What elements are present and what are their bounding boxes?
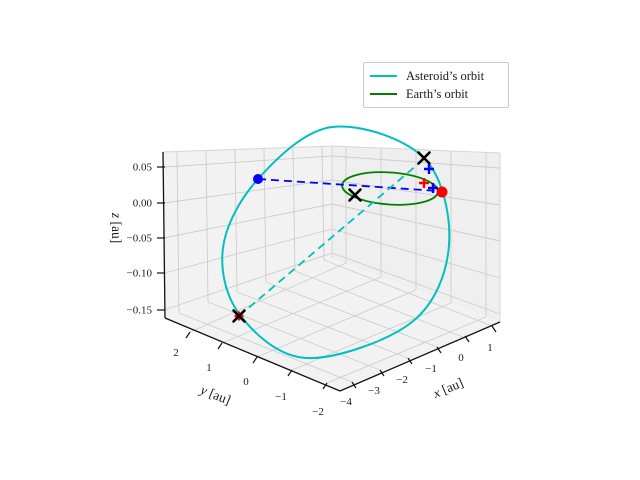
legend-item-asteroid-orbit: Asteroid’s orbit (370, 70, 502, 83)
gridline (294, 270, 464, 338)
z-tick-label: 0.00 (133, 198, 153, 210)
gridline (331, 179, 501, 206)
y-tick-mark (217, 342, 223, 350)
x-tick-label: 1 (487, 342, 493, 354)
axis-spine (162, 151, 166, 319)
gridline (326, 316, 487, 384)
gridline (321, 146, 325, 261)
z-axis-label-var: z (109, 212, 124, 219)
pane-left-wall (163, 146, 332, 318)
marker-x-top (417, 151, 431, 165)
y-tick-mark (252, 356, 258, 364)
gridline (163, 252, 333, 311)
x-tick-label: 0 (458, 352, 464, 364)
marker-dot-red (436, 186, 448, 198)
x-tick-mark (491, 325, 497, 333)
marker-plus-blue-earth (428, 183, 438, 193)
y-axis-label-unit: [au] (204, 384, 233, 407)
axis-spine (164, 317, 341, 392)
x-axis-label-unit: [au] (437, 375, 466, 399)
y-tick-mark (287, 369, 293, 377)
y-tick-label: 1 (206, 362, 212, 374)
gridline (292, 147, 296, 272)
gridline (234, 149, 238, 293)
x-tick-mark (351, 381, 357, 389)
gridline (331, 228, 501, 279)
gridline (331, 252, 501, 315)
legend-swatch-earth-orbit (370, 92, 397, 95)
gridline (163, 155, 333, 168)
gridline (189, 262, 347, 333)
legend-item-earth-orbit: Earth’s orbit (370, 86, 502, 101)
connector-earth-asteroid (257, 178, 439, 192)
gridline (205, 150, 209, 303)
gridline (221, 276, 382, 344)
x-tick-mark (407, 357, 413, 365)
x-tick-label: −1 (425, 363, 437, 375)
gridline (265, 281, 438, 348)
marker-plus-blue-top (424, 164, 434, 174)
pane-edge (331, 145, 501, 154)
axis-spine (339, 321, 501, 392)
legend-swatch-asteroid-orbit (370, 75, 397, 78)
legend-label-earth-orbit: Earth’s orbit (406, 86, 469, 101)
y-tick-label: 2 (173, 347, 179, 359)
marker-dot-blue (253, 174, 263, 184)
gridline (291, 302, 452, 371)
y-tick-label: 0 (243, 376, 249, 388)
asteroid-orbit-line (221, 125, 451, 360)
x-tick-mark (379, 369, 385, 377)
marker-plus-red-earth (419, 178, 429, 188)
y-tick-mark (322, 382, 328, 390)
z-axis-label: z [au] (109, 212, 124, 243)
x-tick-label: −4 (340, 396, 352, 408)
gridline (163, 203, 333, 239)
x-tick-label: −2 (396, 374, 408, 386)
gridline (236, 291, 409, 359)
y-axis-label: y [au] (197, 381, 233, 407)
gridline (163, 228, 333, 274)
y-tick-label: −1 (275, 391, 287, 403)
legend: Asteroid’s orbit Earth’s orbit (363, 62, 509, 108)
gridline (331, 155, 501, 169)
z-tick-label: −0.10 (127, 268, 153, 280)
y-tick-label: −2 (312, 406, 324, 418)
z-axis-label-unit: [au] (109, 218, 124, 243)
gridline (256, 289, 417, 358)
marker-x-center (348, 188, 362, 202)
x-tick-mark (436, 346, 442, 354)
pane-edge (162, 145, 333, 153)
x-tick-label: −3 (368, 385, 380, 397)
connector-nodes (238, 158, 425, 317)
x-tick-mark (464, 335, 470, 343)
z-tick-label: 0.05 (133, 162, 153, 174)
gridline (176, 151, 180, 314)
x-axis-label: x [au] (430, 375, 465, 401)
legend-label-asteroid-orbit: Asteroid’s orbit (406, 69, 485, 83)
z-tick-label: −0.15 (127, 305, 153, 317)
y-tick-mark (185, 331, 191, 339)
gridline (331, 203, 501, 242)
z-tick-label: −0.05 (127, 233, 153, 245)
marker-x-node (232, 309, 246, 323)
